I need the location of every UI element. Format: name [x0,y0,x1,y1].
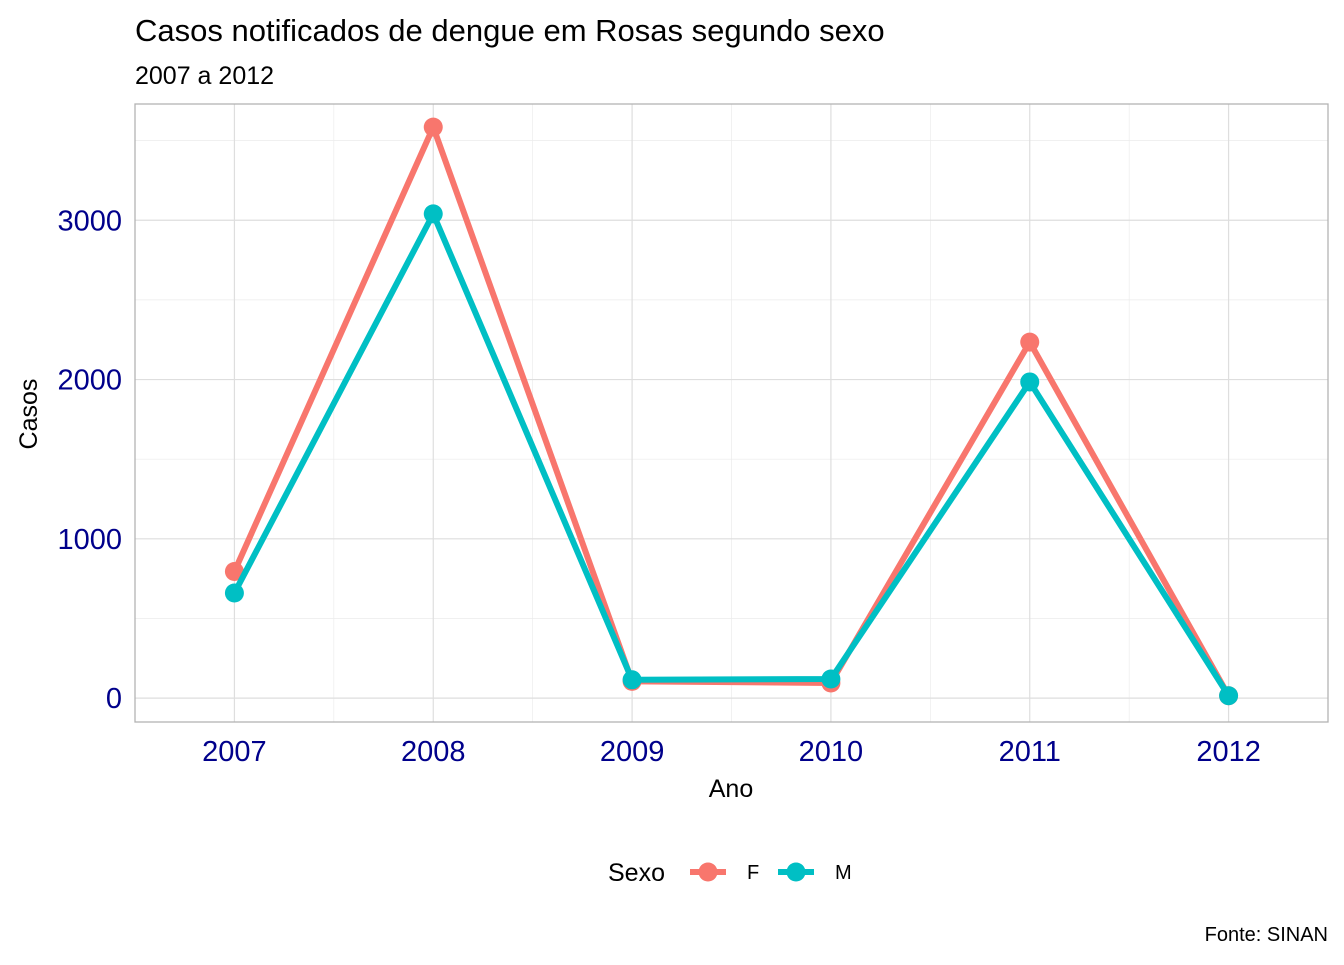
legend-key-M [778,862,814,882]
chart-title: Casos notificados de dengue em Rosas seg… [135,13,885,48]
caption: Fonte: SINAN [1205,924,1328,946]
data-point [1020,372,1040,392]
grid [135,104,1328,722]
x-axis: 2007 2008 2009 2010 2011 2012 [202,736,1261,768]
legend-key-point [786,862,806,882]
panel-border [134,103,1329,723]
y-tick-label: 1000 [57,524,122,556]
y-tick-label: 2000 [57,365,122,397]
series-line [231,210,1232,698]
legend-label: M [835,862,852,884]
data-point [1020,332,1040,352]
x-tick-label: 2010 [799,736,864,768]
data-point [1219,686,1239,706]
x-tick-label: 2012 [1196,736,1261,768]
data-point [224,561,244,581]
legend-title: Sexo [608,859,665,887]
x-tick-label: 2011 [999,736,1061,768]
x-tick-label: 2008 [401,736,466,768]
x-tick-label: 2007 [202,736,267,768]
legend: Sexo F M [608,859,852,887]
legend-key-point [698,862,718,882]
data-point [622,670,642,690]
data-point [821,669,841,689]
x-tick-label: 2009 [600,736,665,768]
y-tick-label: 0 [106,683,122,715]
series-group [224,117,1239,706]
data-point [423,117,443,137]
y-axis-title: Casos [15,379,43,450]
data-point [224,583,244,603]
legend-label: F [747,862,759,884]
series-M [224,204,1239,706]
y-tick-label: 3000 [57,205,122,237]
legend-key-F [690,862,726,882]
x-axis-title: Ano [709,775,753,803]
data-point [423,204,443,224]
chart-subtitle: 2007 a 2012 [135,62,274,90]
y-axis: 0 1000 2000 3000 [57,205,122,715]
